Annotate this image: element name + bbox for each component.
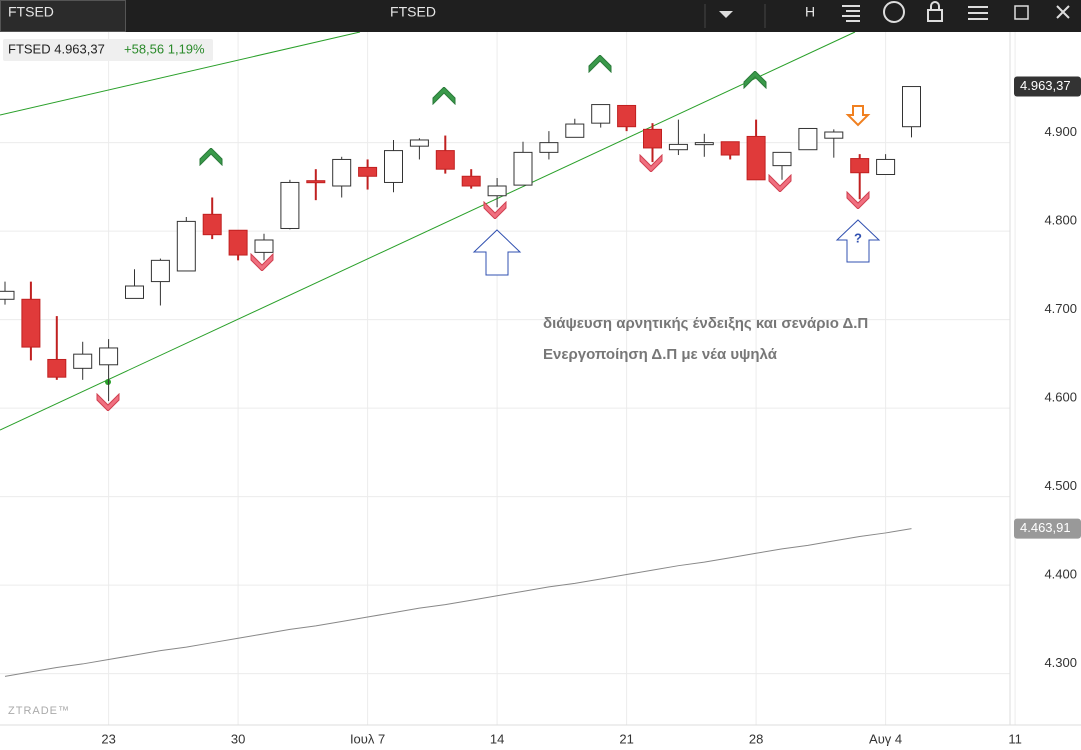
candle-body: [0, 290, 15, 300]
candle-body: [746, 135, 766, 181]
candle-body: [617, 104, 637, 128]
y-tick-label: 4.600: [1044, 390, 1077, 405]
down-signal: [483, 201, 507, 219]
candle-body: [306, 180, 326, 184]
moving-average: [4, 528, 912, 677]
close-icon[interactable]: [1056, 5, 1070, 19]
candle-body: [668, 143, 688, 151]
toolbar: [0, 0, 1081, 32]
plot: [0, 86, 921, 677]
candle-body: [850, 158, 870, 174]
candle-body: [358, 166, 378, 177]
blue-arrow: [472, 229, 522, 276]
down-signal: [768, 174, 792, 192]
x-tick-label: 28: [749, 731, 763, 746]
candle-body: [565, 123, 585, 138]
candle-body: [539, 142, 559, 153]
y-tick-label: 4.900: [1044, 124, 1077, 139]
candle-body: [591, 104, 611, 124]
candle-body: [487, 185, 507, 197]
lock-shackle: [930, 1, 940, 10]
trend-line: [0, 31, 361, 116]
change: +58,56 1,19%: [124, 41, 205, 56]
y-tick-label: 4.300: [1044, 655, 1077, 670]
candle-body: [176, 220, 196, 272]
symbol-label: FTSED: [390, 4, 436, 20]
y-tick-label: 4.700: [1044, 301, 1077, 316]
candle-body: [409, 139, 429, 147]
candle-body: [280, 181, 300, 229]
annotation: διάψευση αρνητικής ένδειξης και σενάριο …: [543, 315, 868, 332]
candle-body: [772, 151, 792, 167]
candle-body: [99, 347, 119, 366]
candle-body: [461, 175, 481, 187]
quote-box: [3, 39, 213, 61]
lock-icon[interactable]: [927, 9, 943, 22]
candle-body: [435, 150, 455, 170]
candle-body: [798, 127, 818, 151]
y-tick-label: 4.500: [1044, 478, 1077, 493]
dropdown[interactable]: [719, 11, 733, 18]
up-signal: [199, 148, 223, 166]
x-tick-label: 11: [1008, 731, 1022, 746]
y-axis: 4.300 4.400 4.500 4.600 4.700 4.800 4.900 23 30 Ι…: [0, 32, 1081, 746]
quote-icon[interactable]: [883, 1, 905, 23]
blue-arrow: [835, 219, 881, 263]
candle-body: [824, 131, 844, 139]
candle-body: [643, 128, 662, 149]
candle-body: [47, 358, 67, 378]
down-signal: [846, 191, 870, 209]
candle-body: [228, 229, 248, 256]
candle-body: [202, 213, 222, 236]
restore-icon[interactable]: [1014, 5, 1029, 20]
list-icon[interactable]: [968, 6, 988, 20]
x-tick-label: 21: [619, 731, 633, 746]
price-marker: [1014, 518, 1081, 539]
price-marker-label: 4.963,37: [1020, 78, 1071, 93]
grid: [0, 32, 1016, 725]
down-signal: [250, 253, 274, 271]
question-mark: ?: [854, 230, 862, 245]
x-tick-label: 30: [231, 731, 245, 746]
quote: FTSED 4.963,37: [8, 41, 105, 56]
candle-body: [254, 239, 274, 253]
period-button[interactable]: H: [805, 4, 815, 20]
price-marker: [1014, 76, 1081, 97]
x-tick-label: Ιουλ 7: [350, 731, 385, 746]
x-tick-label: 14: [490, 731, 504, 746]
up-signal: [432, 87, 456, 105]
x-tick-label: Αυγ 4: [869, 731, 902, 746]
trend-line: [0, 31, 856, 431]
up-signal: [743, 71, 767, 89]
tab-label: FTSED: [8, 4, 54, 20]
candle-body: [150, 259, 170, 283]
y-tick-label: 4.800: [1044, 213, 1077, 228]
candle-body: [513, 151, 533, 186]
candle-body: [876, 158, 896, 175]
trend-anchor: [105, 379, 111, 385]
menu-icon[interactable]: [842, 5, 860, 22]
down-signal: [639, 154, 663, 172]
orange-arrow: [845, 105, 871, 127]
annotation: Ενεργοποίηση Δ.Π με νέα υψηλά: [543, 346, 778, 363]
signals: ?: [96, 55, 881, 411]
up-signal: [588, 55, 612, 73]
x-tick-label: 23: [101, 731, 115, 746]
price-marker-label: 4.463,91: [1020, 520, 1071, 535]
watermark: ZTRADE™: [8, 705, 70, 717]
candle-body: [720, 141, 740, 156]
y-tick-label: 4.400: [1044, 567, 1077, 582]
candle-body: [125, 285, 144, 299]
symbol-tab[interactable]: [0, 0, 126, 32]
candle-body: [332, 158, 352, 187]
candle-body: [694, 142, 714, 146]
candle-body: [384, 150, 403, 183]
candle-body: [21, 298, 41, 348]
candle-body: [902, 86, 921, 128]
candle-body: [73, 353, 93, 369]
